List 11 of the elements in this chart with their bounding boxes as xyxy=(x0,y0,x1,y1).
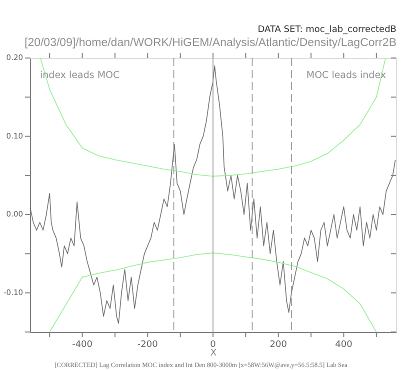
x-tick-label: 400 xyxy=(335,340,353,350)
x-tick-label: -400 xyxy=(72,340,93,350)
line-series xyxy=(30,65,396,324)
x-tick-label: 0 xyxy=(210,340,216,350)
x-tick-label: -200 xyxy=(137,340,158,350)
line-series xyxy=(49,252,377,332)
x-axis-title: X xyxy=(210,348,217,358)
chart-subtitle: [20/03/09]/home/dan/WORK/HiGEM/Analysis/Atlantic/Density/LagCorr2B xyxy=(24,37,397,49)
line-series xyxy=(40,58,386,177)
chart-title: DATA SET: moc_lab_correctedB xyxy=(258,25,396,35)
x-tick-label: 200 xyxy=(270,340,288,350)
